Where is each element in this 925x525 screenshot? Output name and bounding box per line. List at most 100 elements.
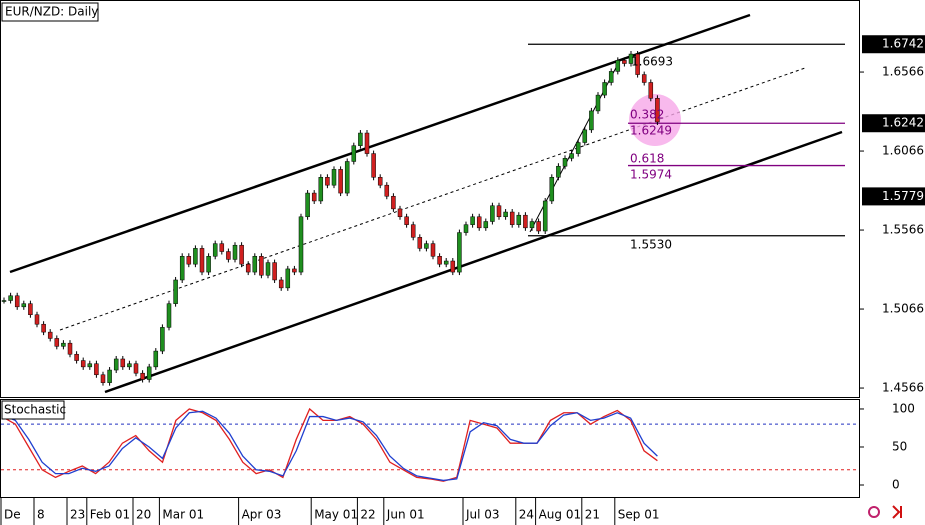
x-tick-label: 20 <box>136 508 151 522</box>
toolbar-icons <box>868 505 902 519</box>
candle <box>417 237 423 249</box>
icon[interactable] <box>892 505 902 519</box>
candle <box>259 256 264 276</box>
candle <box>516 214 522 225</box>
channel-lower <box>104 130 843 394</box>
candle <box>239 244 244 265</box>
candle <box>582 129 588 143</box>
candle <box>437 256 442 265</box>
title-box <box>1 2 99 22</box>
candle <box>298 216 304 273</box>
candle <box>199 248 205 273</box>
candle <box>404 216 409 225</box>
candle <box>34 314 40 325</box>
candle <box>443 260 449 265</box>
stochastic-line <box>1 410 658 482</box>
candle <box>100 374 106 383</box>
candle <box>377 177 383 186</box>
candle <box>173 279 178 304</box>
candle <box>391 195 396 210</box>
candle <box>8 295 13 301</box>
candle <box>278 279 284 289</box>
candle <box>232 244 238 260</box>
candle <box>371 153 376 178</box>
candle <box>87 363 93 368</box>
candle <box>193 248 198 265</box>
candle <box>424 243 429 249</box>
y-tick-label: 100 <box>892 401 915 415</box>
candle <box>562 158 568 167</box>
candle <box>470 216 475 225</box>
candle <box>344 161 350 194</box>
candle <box>542 200 548 232</box>
candle <box>127 363 132 368</box>
x-tick-label: De <box>4 508 21 522</box>
candle <box>536 221 541 232</box>
x-tick-label: 22 <box>360 508 375 522</box>
candle <box>120 358 126 368</box>
subtitle-box <box>1 400 65 420</box>
candle <box>160 327 165 352</box>
x-tick-label: 21 <box>585 508 600 522</box>
candle <box>94 363 99 376</box>
candle <box>206 256 211 273</box>
stochastic-pane <box>0 399 860 498</box>
candle <box>641 74 647 83</box>
candle <box>311 192 317 202</box>
candle <box>80 360 86 368</box>
annotation: 1.6693 <box>631 55 673 69</box>
candle <box>463 224 469 233</box>
annotation: 0.382 <box>630 108 664 122</box>
candle <box>318 177 324 202</box>
y-tick-label: 50 <box>892 439 907 453</box>
x-tick-label: Mar 01 <box>162 508 204 522</box>
channel-upper <box>9 13 751 274</box>
candle <box>622 60 627 64</box>
y-tick-label: 0 <box>892 477 900 491</box>
annotation: 1.5974 <box>630 168 672 182</box>
x-tick-label: Aug 01 <box>539 508 582 522</box>
candle <box>41 323 46 333</box>
y-tick-label: 1.5566 <box>882 223 924 237</box>
candle <box>219 243 225 252</box>
candle <box>47 331 53 339</box>
annotation: 0.618 <box>630 152 664 166</box>
candle <box>61 342 66 347</box>
x-tick-label: 23 <box>70 508 85 522</box>
candle <box>602 82 607 96</box>
candle <box>549 177 555 202</box>
highlight <box>629 94 681 146</box>
candle <box>450 260 456 273</box>
candle <box>54 338 60 347</box>
x-tick-label: Feb 01 <box>90 508 130 522</box>
annotation: 1.5530 <box>630 238 672 252</box>
candle <box>556 165 561 178</box>
candle <box>14 295 20 308</box>
candle <box>338 169 343 194</box>
candle <box>490 205 495 222</box>
candle <box>186 256 192 265</box>
candle <box>615 60 621 72</box>
candle <box>503 211 508 218</box>
price-tag-label: 1.5779 <box>882 189 924 203</box>
x-tick-label: Sep 01 <box>618 508 660 522</box>
candle <box>628 53 634 64</box>
candle <box>28 303 33 315</box>
candle <box>331 169 337 186</box>
icon[interactable] <box>868 506 880 518</box>
pane-title: Stochastic <box>4 403 66 417</box>
candle <box>476 216 482 229</box>
price-tag <box>862 114 925 133</box>
candle <box>21 303 27 308</box>
candle <box>113 358 119 371</box>
x-tick-label: May 01 <box>314 508 358 522</box>
candle <box>384 184 390 197</box>
main-pane <box>0 0 860 398</box>
candle <box>305 192 310 218</box>
candle <box>140 372 145 380</box>
y-tick-label: 1.6066 <box>882 144 924 158</box>
x-tick-label: 24 <box>519 508 534 522</box>
x-tick-label: 8 <box>37 508 45 522</box>
candle <box>410 224 416 238</box>
